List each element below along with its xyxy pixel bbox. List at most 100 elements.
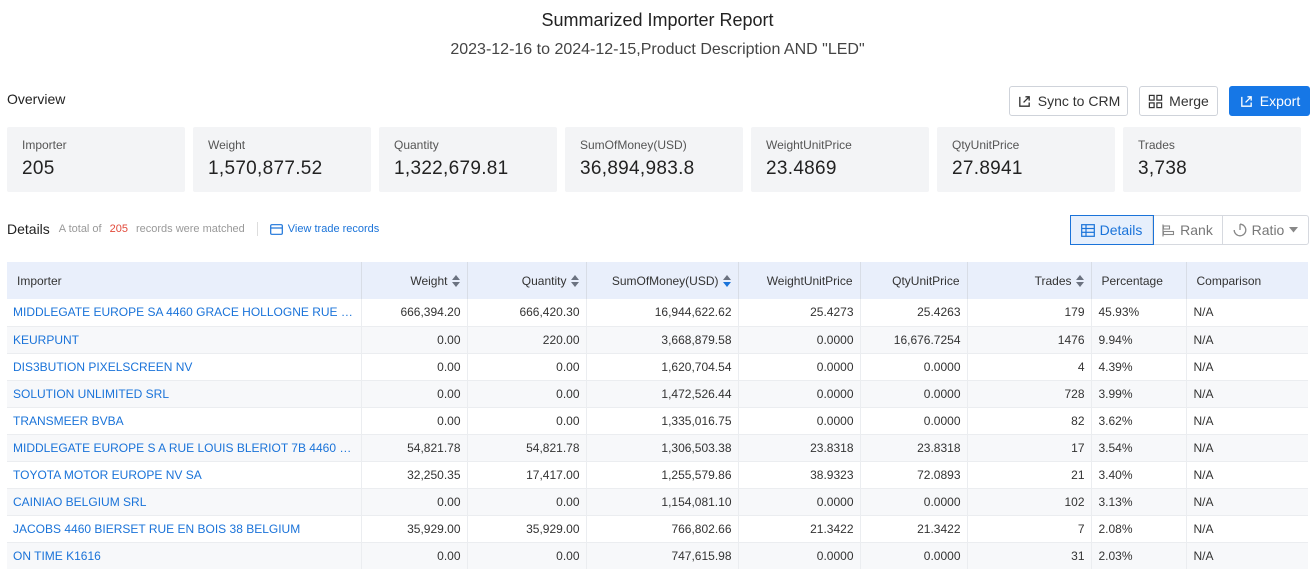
cell-quantity: 0.00 [467, 488, 587, 515]
cell-comparison: N/A [1193, 548, 1214, 563]
divider [256, 222, 258, 236]
card-value: 205 [22, 158, 55, 179]
cell-weight-unit-price: 25.4273 [738, 299, 861, 326]
col-weight[interactable]: Weight [361, 262, 468, 299]
cell-quantity: 0.00 [467, 353, 587, 380]
cell-qty-unit-price: 25.4263 [860, 299, 968, 326]
cell-weight-unit-price: 23.8318 [738, 434, 861, 461]
col-trades[interactable]: Trades [967, 262, 1092, 299]
card-trades: Trades 3,738 [1123, 127, 1301, 192]
card-quantity: Quantity 1,322,679.81 [379, 127, 557, 192]
col-weight-unit-price: WeightUnitPrice [738, 262, 861, 299]
cell-qty-unit-price: 23.8318 [860, 434, 968, 461]
cell-percentage: 3.40% [1091, 461, 1187, 488]
page-title: Summarized Importer Report [541, 10, 774, 30]
cell-weight-unit-price: 0.0000 [738, 542, 861, 569]
importer-link[interactable]: SOLUTION UNLIMITED SRL [7, 380, 362, 407]
cell-sum-of-money: 747,615.98 [586, 542, 739, 569]
cell-percentage: 3.54% [1091, 434, 1187, 461]
cell-sum-of-money: 1,620,704.54 [586, 353, 739, 380]
cell-quantity: 0.00 [467, 407, 587, 434]
cell-comparison: N/A [1193, 332, 1214, 347]
tab-ratio-label: Ratio [1251, 222, 1285, 238]
importer-link[interactable]: TRANSMEER BVBA [7, 407, 362, 434]
col-comparison: Comparison [1196, 273, 1262, 288]
card-weight: Weight 1,570,877.52 [193, 127, 371, 192]
cell-quantity: 0.00 [467, 380, 587, 407]
cell-quantity: 54,821.78 [467, 434, 587, 461]
cell-quantity: 35,929.00 [467, 515, 587, 542]
cell-percentage: 3.13% [1091, 488, 1187, 515]
details-header: Details A total of 205 records were matc… [7, 221, 379, 237]
cell-comparison: N/A [1193, 413, 1214, 428]
tab-ratio[interactable]: Ratio [1223, 216, 1308, 244]
cell-trades: 179 [967, 299, 1092, 326]
cell-sum-of-money: 1,335,016.75 [586, 407, 739, 434]
card-value: 27.8941 [952, 158, 1023, 179]
export-icon [1240, 95, 1252, 107]
cell-trades: 17 [967, 434, 1092, 461]
card-label: Quantity [394, 138, 439, 152]
card-value: 3,738 [1138, 158, 1188, 179]
summary-cards: Importer 205 Weight 1,570,877.52 Quantity 1… [7, 127, 1301, 192]
view-trade-records-link[interactable]: View trade records [269, 223, 379, 235]
view-toggle: Details Rank Ratio [1070, 215, 1309, 245]
importer-link[interactable]: MIDDLEGATE EUROPE SA 4460 GRACE HOLLOGNE… [7, 299, 362, 326]
importer-link[interactable]: JACOBS 4460 BIERSET RUE EN BOIS 38 BELGI… [7, 515, 362, 542]
cell-trades: 4 [967, 353, 1092, 380]
importer-link[interactable]: DIS3BUTION PIXELSCREEN NV [7, 353, 362, 380]
importer-link[interactable]: ON TIME K1616 [7, 542, 362, 569]
table-header-row: Importer Weight Quantity SumOfMoney(USD)… [7, 262, 1308, 299]
merge-grid-icon [1148, 94, 1163, 108]
sort-icon[interactable] [451, 275, 460, 288]
col-importer[interactable]: Importer [7, 262, 362, 299]
caret-down-icon [1289, 227, 1299, 233]
cell-weight: 666,394.20 [361, 299, 468, 326]
details-title: Details [7, 221, 50, 237]
cell-weight-unit-price: 21.3422 [738, 515, 861, 542]
sort-icon[interactable] [1075, 275, 1084, 288]
cell-qty-unit-price: 0.0000 [860, 488, 968, 515]
importer-link[interactable]: KEURPUNT [7, 326, 362, 353]
card-weight-unit-price: WeightUnitPrice 23.4869 [751, 127, 929, 192]
page-subtitle: 2023-12-16 to 2024-12-15,Product Descrip… [450, 41, 865, 58]
cell-percentage: 2.03% [1091, 542, 1187, 569]
cell-comparison: N/A [1193, 386, 1214, 401]
cell-weight-unit-price: 38.9323 [738, 461, 861, 488]
cell-qty-unit-price: 21.3422 [860, 515, 968, 542]
tab-rank[interactable]: Rank [1153, 216, 1223, 244]
overview-label: Overview [7, 91, 66, 107]
tab-details[interactable]: Details [1070, 215, 1154, 245]
col-percentage: Percentage [1091, 262, 1187, 299]
cell-qty-unit-price: 0.0000 [860, 407, 968, 434]
cell-percentage: 2.08% [1091, 515, 1187, 542]
cell-trades: 728 [967, 380, 1092, 407]
sort-icon[interactable] [570, 275, 579, 288]
cell-trades: 102 [967, 488, 1092, 515]
col-sum-of-money[interactable]: SumOfMoney(USD) [586, 262, 739, 299]
export-label: Export [1259, 93, 1301, 109]
cell-weight: 0.00 [361, 407, 468, 434]
cell-weight: 0.00 [361, 542, 468, 569]
cell-comparison: N/A [1193, 440, 1214, 455]
cell-weight-unit-price: 0.0000 [738, 407, 861, 434]
share-arrow-icon [1018, 95, 1030, 107]
importer-link[interactable]: TOYOTA MOTOR EUROPE NV SA [7, 461, 362, 488]
card-label: WeightUnitPrice [766, 138, 852, 152]
export-button[interactable]: Export [1229, 86, 1310, 116]
card-label: SumOfMoney(USD) [580, 138, 687, 152]
cell-trades: 7 [967, 515, 1092, 542]
rank-bars-icon [1162, 224, 1175, 236]
importer-link[interactable]: MIDDLEGATE EUROPE S A RUE LOUIS BLERIOT … [7, 434, 362, 461]
importer-table: Importer Weight Quantity SumOfMoney(USD)… [7, 262, 1308, 569]
col-quantity[interactable]: Quantity [467, 262, 587, 299]
cell-weight-unit-price: 0.0000 [738, 380, 861, 407]
card-sum-of-money: SumOfMoney(USD) 36,894,983.8 [565, 127, 743, 192]
table-row: TRANSMEER BVBA 0.00 0.00 1,335,016.75 0.0000… [7, 407, 1308, 434]
merge-button[interactable]: Merge [1139, 86, 1218, 116]
sort-icon[interactable] [722, 275, 731, 288]
sync-to-crm-button[interactable]: Sync to CRM [1009, 86, 1128, 116]
importer-link[interactable]: CAINIAO BELGIUM SRL [7, 488, 362, 515]
cell-comparison: N/A [1193, 359, 1214, 374]
table-row: DIS3BUTION PIXELSCREEN NV 0.00 0.00 1,620,7… [7, 353, 1308, 380]
